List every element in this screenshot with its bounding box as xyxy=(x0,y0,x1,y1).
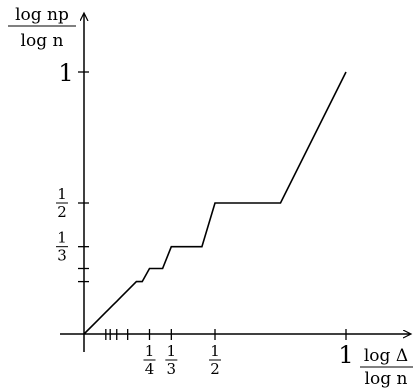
x-tick-label-6: 12 xyxy=(209,342,221,378)
x-tick-label-5-denominator: 3 xyxy=(167,360,177,378)
x-axis-label-numerator: log Δ xyxy=(364,346,408,366)
y-tick-label-3-denominator: 2 xyxy=(57,203,67,221)
x-tick-label-4-denominator: 4 xyxy=(145,360,155,378)
x-tick-label-4-numerator: 1 xyxy=(145,342,155,360)
tick-group xyxy=(78,71,347,340)
y-tick-label-2-numerator: 1 xyxy=(57,229,67,247)
x-axis-label-denominator: log n xyxy=(365,369,408,388)
x-tick-label-5: 13 xyxy=(165,342,178,378)
y-axis-label: log np log n xyxy=(8,5,76,51)
y-axis-label-numerator: log np xyxy=(15,5,69,25)
y-tick-label-3-numerator: 1 xyxy=(57,185,67,203)
x-tick-label-5-numerator: 1 xyxy=(167,342,177,360)
x-axis-label: log Δ log n xyxy=(360,346,413,388)
x-tick-label-7: 1 xyxy=(338,341,353,369)
y-tick-label-3: 12 xyxy=(56,185,68,221)
y-tick-label-2: 13 xyxy=(56,229,68,265)
series-line xyxy=(83,71,347,335)
x-tick-label-4: 14 xyxy=(143,342,156,378)
y-tick-label-2-denominator: 3 xyxy=(57,247,67,265)
y-tick-label-4: 1 xyxy=(58,59,73,87)
y-axis-label-denominator: log n xyxy=(21,31,64,51)
x-tick-label-6-numerator: 1 xyxy=(210,342,220,360)
x-tick-label-6-denominator: 2 xyxy=(210,360,220,378)
